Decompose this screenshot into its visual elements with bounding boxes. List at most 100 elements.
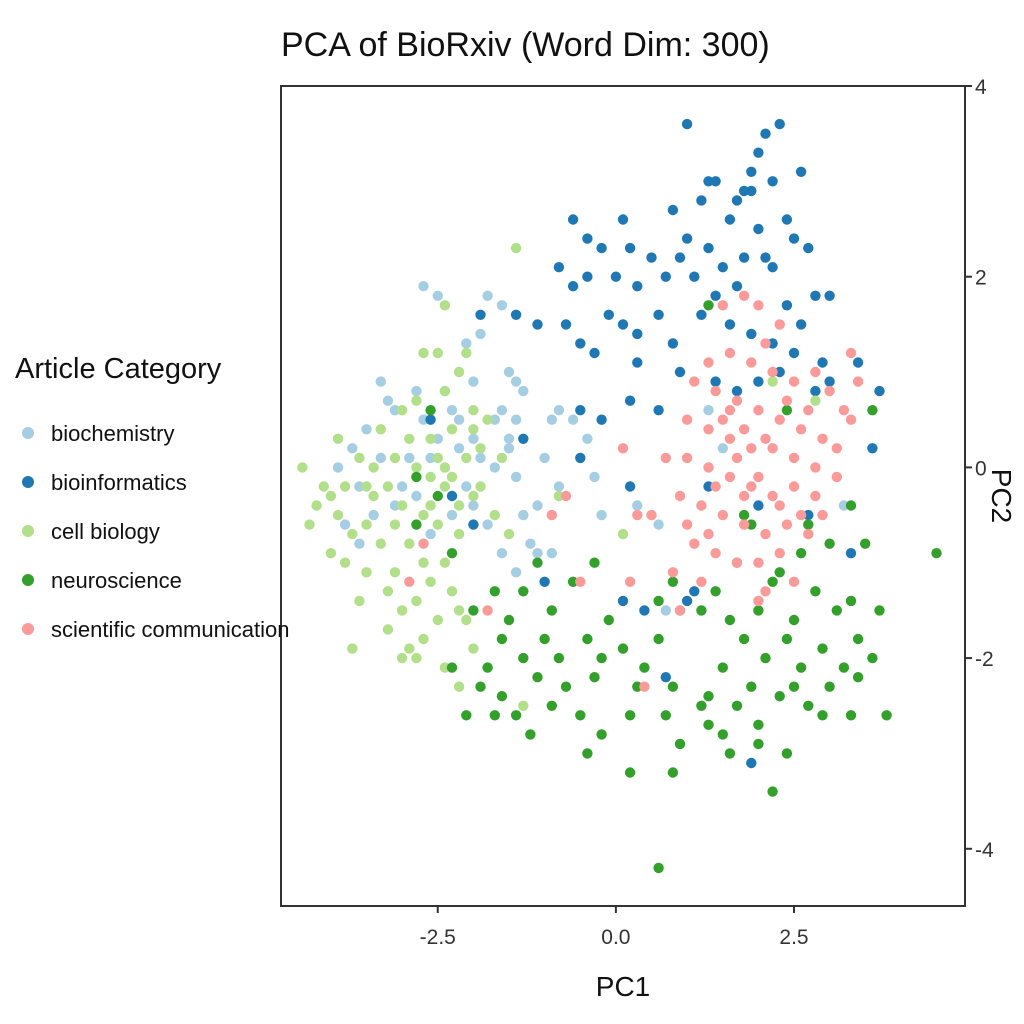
point-scientific-communication — [681, 414, 693, 425]
point-cell-biology — [339, 557, 351, 568]
point-cell-biology — [354, 595, 365, 607]
point-bioinformatics — [810, 385, 821, 397]
point-scientific-communication — [753, 557, 764, 568]
point-neuroscience — [446, 662, 458, 673]
point-scientific-communication — [817, 433, 828, 444]
point-cell-biology — [425, 500, 436, 511]
point-bioinformatics — [681, 595, 693, 607]
point-bioinformatics — [603, 309, 614, 320]
point-neuroscience — [496, 691, 508, 702]
point-neuroscience — [724, 748, 736, 759]
point-cell-biology — [411, 462, 422, 473]
point-cell-biology — [475, 443, 486, 454]
point-bioinformatics — [596, 242, 607, 254]
point-scientific-communication — [788, 481, 800, 492]
y-tick-label: -4 — [975, 839, 994, 862]
point-cell-biology — [418, 557, 429, 568]
point-biochemistry — [432, 433, 443, 444]
point-bioinformatics — [767, 176, 778, 187]
point-bioinformatics — [746, 757, 757, 769]
point-bioinformatics — [632, 357, 643, 368]
point-biochemistry — [461, 481, 472, 492]
point-biochemistry — [703, 405, 714, 416]
point-neuroscience — [653, 595, 664, 607]
point-neuroscience — [810, 586, 821, 597]
point-bioinformatics — [852, 357, 864, 368]
point-neuroscience — [703, 691, 714, 702]
point-neuroscience — [746, 519, 757, 530]
point-bioinformatics — [753, 147, 764, 158]
point-neuroscience — [746, 681, 757, 692]
point-cell-biology — [418, 633, 429, 645]
point-scientific-communication — [767, 490, 778, 502]
point-scientific-communication — [760, 586, 771, 597]
point-cell-biology — [468, 405, 479, 416]
point-cell-biology — [311, 500, 322, 511]
point-neuroscience — [703, 300, 714, 311]
point-biochemistry — [404, 452, 415, 464]
point-bioinformatics — [446, 490, 458, 502]
point-biochemistry — [482, 519, 493, 530]
point-scientific-communication — [753, 405, 764, 416]
point-neuroscience — [653, 633, 664, 645]
point-bioinformatics — [667, 338, 679, 349]
point-bioinformatics — [617, 319, 629, 330]
point-neuroscience — [539, 633, 550, 645]
point-bioinformatics — [781, 300, 793, 311]
point-biochemistry — [510, 414, 522, 425]
point-neuroscience — [738, 633, 750, 645]
point-neuroscience — [767, 576, 778, 587]
point-scientific-communication — [760, 338, 771, 349]
point-biochemistry — [518, 385, 529, 397]
point-neuroscience — [432, 490, 443, 502]
point-bioinformatics — [696, 195, 707, 206]
point-biochemistry — [496, 548, 508, 559]
point-biochemistry — [496, 405, 508, 416]
point-scientific-communication — [738, 290, 750, 301]
point-biochemistry — [546, 548, 557, 559]
point-bioinformatics — [660, 271, 671, 282]
point-biochemistry — [496, 300, 508, 311]
point-bioinformatics — [596, 414, 607, 425]
point-neuroscience — [774, 567, 785, 578]
point-biochemistry — [546, 414, 557, 425]
point-neuroscience — [931, 548, 942, 559]
point-bioinformatics — [774, 118, 785, 130]
point-scientific-communication — [681, 452, 693, 464]
point-bioinformatics — [582, 271, 593, 282]
point-biochemistry — [396, 481, 408, 492]
point-bioinformatics — [567, 214, 579, 225]
point-neuroscience — [852, 672, 864, 683]
point-bioinformatics — [753, 500, 764, 511]
point-neuroscience — [482, 662, 493, 673]
point-scientific-communication — [404, 576, 415, 587]
point-bioinformatics — [639, 605, 650, 616]
point-biochemistry — [347, 443, 358, 454]
point-scientific-communication — [689, 538, 700, 549]
point-scientific-communication — [781, 519, 793, 530]
point-scientific-communication — [810, 490, 821, 502]
point-biochemistry — [354, 538, 365, 549]
point-cell-biology — [396, 405, 408, 416]
point-scientific-communication — [667, 567, 679, 578]
point-scientific-communication — [831, 443, 842, 454]
point-bioinformatics — [810, 290, 821, 301]
point-neuroscience — [582, 633, 593, 645]
point-neuroscience — [468, 605, 479, 616]
point-scientific-communication — [717, 300, 728, 311]
point-neuroscience — [596, 729, 607, 740]
point-neuroscience — [582, 748, 593, 759]
point-bioinformatics — [539, 576, 550, 587]
point-bioinformatics — [788, 233, 800, 244]
point-neuroscience — [774, 691, 785, 702]
point-cell-biology — [510, 242, 522, 254]
point-scientific-communication — [746, 443, 757, 454]
point-neuroscience — [803, 700, 814, 711]
point-cell-biology — [503, 528, 515, 540]
point-bioinformatics — [746, 328, 757, 340]
legend-label-neuroscience: neuroscience — [51, 568, 182, 593]
point-cell-biology — [375, 424, 386, 435]
point-bioinformatics — [731, 195, 743, 206]
point-neuroscience — [881, 710, 892, 721]
